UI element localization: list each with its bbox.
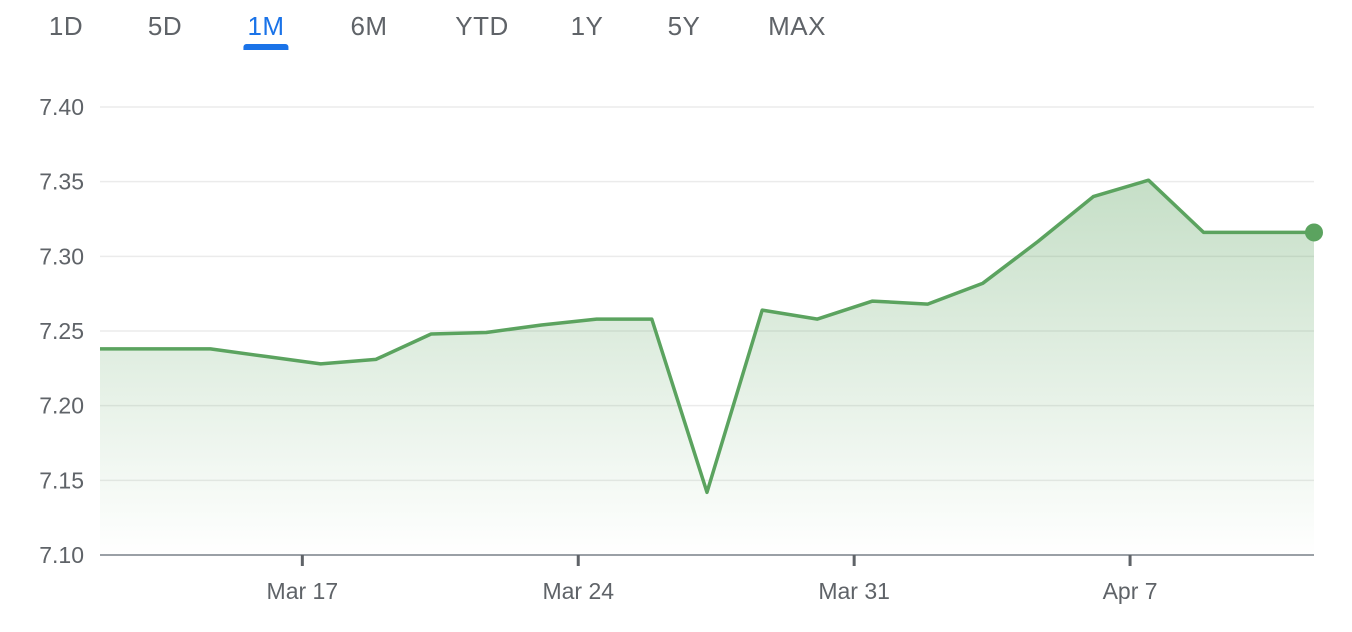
price-area [100,180,1314,555]
y-tick-label: 7.10 [39,542,84,568]
tab-5y[interactable]: 5Y [668,10,701,50]
tab-1m[interactable]: 1M [243,10,289,50]
tab-label: MAX [768,11,826,41]
tab-max[interactable]: MAX [768,10,826,50]
x-tick-label: Mar 17 [267,578,339,604]
tab-6m[interactable]: 6M [350,10,387,50]
active-tab-indicator [243,44,289,50]
tab-label: YTD [455,11,509,41]
y-tick-label: 7.40 [39,94,84,120]
current-price-dot[interactable] [1305,223,1323,242]
x-tick-label: Mar 24 [542,578,614,604]
y-tick-label: 7.25 [39,318,84,344]
tab-5d[interactable]: 5D [148,10,182,50]
y-axis-labels: 7.40 7.35 7.30 7.25 7.20 7.15 7.10 [39,94,84,568]
tab-label: 1M [247,11,285,41]
y-tick-label: 7.20 [39,393,84,419]
x-tick-label: Mar 31 [818,578,890,604]
tab-label: 5Y [667,11,701,41]
y-tick-label: 7.15 [39,467,84,493]
tab-label: 6M [350,11,388,41]
tab-label: 1Y [570,11,604,41]
tab-1d[interactable]: 1D [49,10,83,50]
tab-label: 1D [48,11,84,41]
y-tick-label: 7.30 [39,243,84,269]
tab-ytd[interactable]: YTD [455,10,509,50]
x-axis-ticks: Mar 17 Mar 24 Mar 31 Apr 7 [267,555,1158,604]
tab-1y[interactable]: 1Y [571,10,604,50]
y-tick-label: 7.35 [39,169,84,195]
tab-label: 5D [147,11,183,41]
x-tick-label: Apr 7 [1103,578,1158,604]
